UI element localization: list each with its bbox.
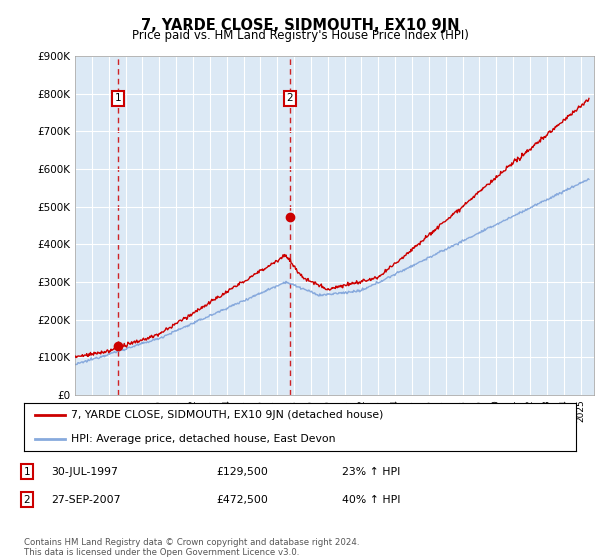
Text: 1: 1 xyxy=(23,466,31,477)
Text: 27-SEP-2007: 27-SEP-2007 xyxy=(51,494,121,505)
Text: 7, YARDE CLOSE, SIDMOUTH, EX10 9JN (detached house): 7, YARDE CLOSE, SIDMOUTH, EX10 9JN (deta… xyxy=(71,410,383,420)
Text: £472,500: £472,500 xyxy=(216,494,268,505)
Text: £129,500: £129,500 xyxy=(216,466,268,477)
Text: 1: 1 xyxy=(115,94,122,104)
Text: 30-JUL-1997: 30-JUL-1997 xyxy=(51,466,118,477)
Text: Contains HM Land Registry data © Crown copyright and database right 2024.
This d: Contains HM Land Registry data © Crown c… xyxy=(24,538,359,557)
Text: 40% ↑ HPI: 40% ↑ HPI xyxy=(342,494,401,505)
Text: 7, YARDE CLOSE, SIDMOUTH, EX10 9JN: 7, YARDE CLOSE, SIDMOUTH, EX10 9JN xyxy=(141,18,459,33)
Text: 2: 2 xyxy=(286,94,293,104)
Text: 23% ↑ HPI: 23% ↑ HPI xyxy=(342,466,400,477)
Text: HPI: Average price, detached house, East Devon: HPI: Average price, detached house, East… xyxy=(71,434,335,444)
Text: Price paid vs. HM Land Registry's House Price Index (HPI): Price paid vs. HM Land Registry's House … xyxy=(131,29,469,42)
Text: 2: 2 xyxy=(23,494,31,505)
